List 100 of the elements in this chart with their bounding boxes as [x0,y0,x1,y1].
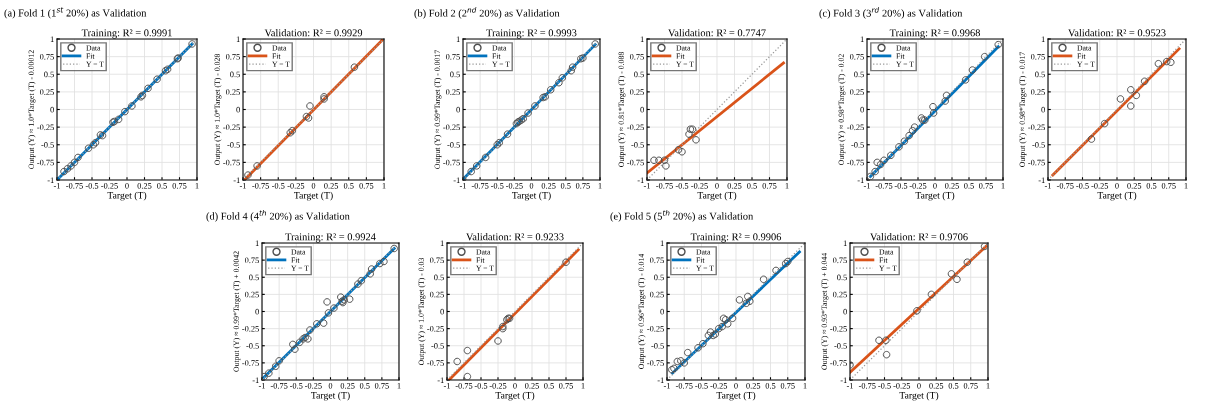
y-tick-label: 0 [236,106,240,113]
y-tick-label: 0.25 [429,291,444,298]
x-tick-label: 0 [933,183,937,189]
y-tick-label: 0.5 [837,274,847,281]
y-tick-label: 1 [255,240,259,246]
x-tick-label: 0 [529,183,534,189]
x-tick-label: -0.75 [1056,183,1074,189]
x-axis-title: Target (T) [107,191,147,201]
x-axis-title: Target (T) [899,391,939,401]
x-tick-label: 1 [382,183,386,189]
x-tick-label: -0.25 [909,183,927,189]
y-tick-label: 0.25 [244,291,259,298]
x-tick-label: 0.25 [324,183,339,189]
y-tick-label: -0.75 [847,159,864,166]
y-tick-label: 1 [456,36,460,42]
text: (b) Fold 2 (2$^{nd}$ 20%) as Validation [414,7,560,19]
y-tick-label: 1 [860,36,864,42]
x-tick-label: -0.25 [691,183,708,189]
chart-title: Validation: R² = 0.9706 [870,232,968,241]
y-tick-label: -0.25 [647,325,664,332]
y-tick-label: 0.75 [1030,53,1045,60]
chart-title: Training: R² = 0.9991 [81,29,172,39]
x-tick-label: -0.25 [893,383,911,389]
x-tick-label: 1 [1184,183,1188,189]
x-tick-label: -0.5 [675,183,689,189]
x-tick-label: 0.75 [359,183,374,189]
y-tick-label: -0.75 [37,159,54,166]
x-tick-label: 0.5 [747,183,757,189]
chart-title: Validation: R² = 0.9929 [264,28,363,37]
y-tick-label: 0.75 [649,257,664,264]
y-tick-label: -0.25 [242,325,259,332]
y-tick-label: 0.75 [832,257,847,264]
x-tick-label: 0.75 [762,183,777,189]
text: (d) Fold 4 (4$^{th}$ 20%) as Validation [206,210,350,222]
x-tick-label: 0.5 [1146,183,1157,189]
y-tick-label: -1 [252,377,259,383]
y-tick-label: 0.5 [249,274,259,281]
y-tick-label: 1 [1041,36,1045,42]
y-tick-label: 0.25 [445,89,460,95]
x-tick-label: -0.25 [710,383,728,389]
x-tick-label: 0.25 [1127,183,1142,189]
x-tick-label: 0.75 [979,183,993,189]
x-tick-label: -0.75 [875,183,893,189]
y-tick-label: 0 [50,106,54,113]
x-axis-title: Target (T) [915,191,955,201]
y-tick-label: 0.75 [445,53,460,60]
x-tick-label: 0.25 [929,383,944,389]
y-tick-label: -1 [437,377,444,383]
y-tick-label: 0.5 [1035,71,1045,78]
y-tick-label: 1 [843,240,847,246]
y-tick-label: 0.75 [849,53,864,60]
y-tick-label: -0.5 [227,142,240,148]
y-tick-label: 0.75 [39,53,54,60]
chart-title: Training: R² = 0.9968 [889,29,980,39]
x-tick-label: -0.25 [305,383,322,389]
x-tick-label: -0.5 [271,183,285,189]
x-tick-label: 1 [986,383,990,389]
x-tick-label: 0.25 [137,183,152,189]
y-tick-label: -1 [453,177,460,183]
y-tick-label: -0.75 [647,360,664,366]
y-tick-label: -0.75 [443,159,460,166]
y-tick-label: -0.75 [223,159,240,166]
y-tick-label: 0.5 [44,71,54,78]
y-tick-label: 0.5 [854,71,864,78]
y-tick-label: -0.75 [1028,159,1045,166]
y-tick-label: 0 [843,308,847,315]
x-tick-label: 0.75 [575,183,590,189]
x-axis-title: Target (T) [294,191,333,201]
y-tick-label: -0.25 [627,124,644,131]
text: (a) Fold 1 (1$^{st}$ 20%) as Validation [4,7,147,19]
y-tick-label: -0.5 [41,142,54,148]
text: (e) Fold 5 (5$^{th}$ 20%) as Validation [610,210,754,222]
y-tick-label: 0.25 [649,291,664,298]
y-tick-label: 1 [236,36,240,42]
y-tick-label: 0.5 [434,274,444,281]
y-tick-label: 1 [660,240,664,246]
y-tick-label: 0 [440,308,444,315]
chart-title: Validation: R² = 0.9233 [466,232,564,241]
y-tick-label: -0.5 [431,343,444,349]
x-tick-label: 0 [328,383,333,389]
x-axis-title: Target (T) [311,391,350,401]
x-tick-label: 0.5 [948,383,959,389]
x-tick-label: 1 [803,383,807,389]
y-tick-label: 0 [640,106,644,113]
x-tick-label: 0.75 [172,183,187,189]
x-tick-label: 0 [917,383,921,389]
x-tick-label: -0.5 [878,383,891,389]
x-tick-label: -0.5 [490,183,504,189]
x-tick-label: 0 [513,383,517,389]
y-tick-label: -0.5 [834,343,847,349]
y-tick-label: 0 [660,308,664,315]
y-tick-label: -1 [857,177,864,183]
y-tick-label: 1 [50,36,54,42]
chart-title: Validation: R² = 0.9523 [1068,28,1166,37]
y-tick-label: 1 [440,240,444,246]
x-tick-label: 0.5 [765,383,776,389]
x-tick-label: 1 [1001,183,1005,189]
x-tick-label: 0.5 [560,183,571,189]
x-axis-title: Target (T) [716,391,756,401]
y-tick-label: -0.5 [246,343,259,349]
